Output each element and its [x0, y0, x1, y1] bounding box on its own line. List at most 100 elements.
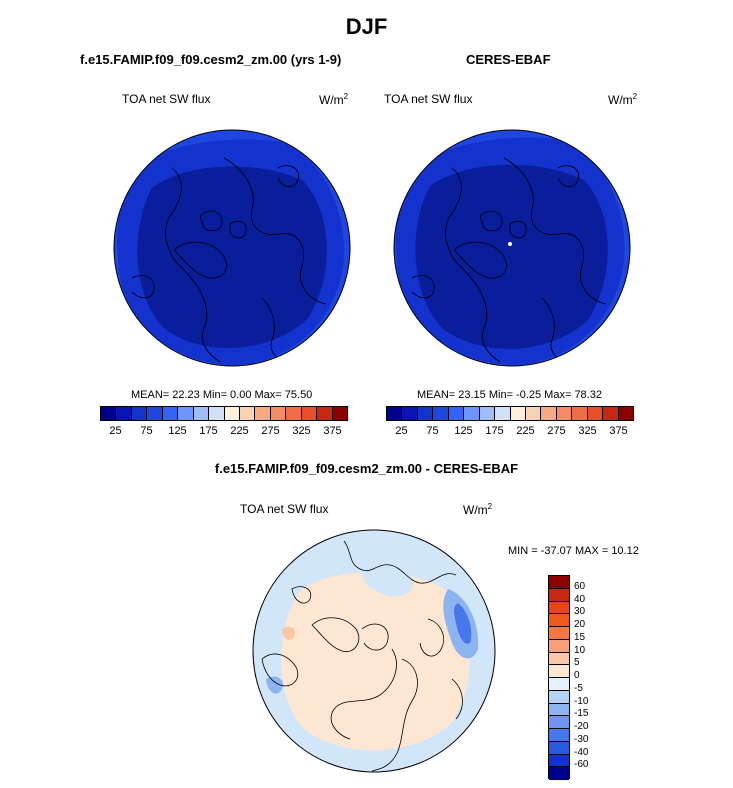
- panel2-colorbar-tick-label: 125: [454, 425, 473, 437]
- panel1-colorbar-tick-label: 75: [140, 425, 153, 437]
- panel2-colorbar-swatch: [603, 407, 619, 420]
- panel1-colorbar-tick-label: 325: [292, 425, 311, 437]
- panel1-colorbar: [100, 406, 348, 421]
- panel2-colorbar-ticks: 25 75 125 175 225 275 325 375: [386, 425, 634, 439]
- panel2-variable-label: TOA net SW flux: [384, 92, 473, 106]
- panel1-colorbar-tick-label: 375: [323, 425, 342, 437]
- panel2-colorbar-tick-label: 375: [609, 425, 628, 437]
- panel2-colorbar-swatch: [541, 407, 557, 420]
- panel2-colorbar-swatch: [495, 407, 511, 420]
- panel1-colorbar-swatch: [101, 407, 117, 420]
- panel2-field-pole: [415, 164, 608, 349]
- panel3-colorbar-ticks: 60 40 30 20 15 10 5 0 -5 -10 -15 -20 -30 -40 -60: [574, 575, 614, 779]
- panel3-units-label: W/m2: [463, 502, 493, 517]
- panel1-colorbar-tick-label: 125: [168, 425, 187, 437]
- panel2-colorbar-swatch: [479, 407, 496, 420]
- panel3-colorbar-swatch: [549, 703, 569, 717]
- panel3-colorbar-tick-label: 20: [574, 619, 586, 630]
- panel3-colorbar-tick-label: -5: [574, 682, 583, 694]
- panel1-colorbar-swatch: [286, 407, 302, 420]
- panel2-colorbar-swatch: [402, 407, 418, 420]
- panel3-colorbar-swatch: [549, 767, 569, 780]
- panel3-field-positive-patch: [282, 626, 296, 640]
- panel1-colorbar-tick-label: 225: [230, 425, 249, 437]
- panel1-colorbar-swatch: [255, 407, 271, 420]
- panel3-stats: MIN = -37.07 MAX = 10.12: [508, 545, 639, 557]
- panel3-colorbar-swatch: [549, 576, 569, 589]
- panel3-map-border: [252, 529, 496, 773]
- panel3-colorbar-tick-label: -20: [574, 721, 589, 732]
- panel2-colorbar-tick-label: 25: [395, 425, 408, 437]
- panel1-colorbar-swatch: [209, 407, 225, 420]
- panel3-coastlines: [261, 540, 463, 772]
- panel1-field-pole: [137, 166, 327, 349]
- panel2-colorbar-swatch: [448, 407, 465, 420]
- panel3-colorbar-swatch: [549, 614, 569, 627]
- panel2-colorbar-swatch: [387, 407, 403, 420]
- panel3-colorbar-swatch: [549, 729, 569, 742]
- panel2-colorbar-tick-label: 175: [485, 425, 504, 437]
- panel1-variable-label: TOA net SW flux: [122, 92, 211, 106]
- panel1-colorbar-swatch: [301, 407, 318, 420]
- panel3-colorbar-tick-label: -60: [574, 759, 589, 771]
- panel3-colorbar-swatch: [549, 588, 569, 602]
- panel3-colorbar-tick-label: -10: [574, 695, 589, 707]
- panel3-colorbar-tick-label: -40: [574, 746, 589, 758]
- panel3-colorbar-swatch: [549, 690, 569, 704]
- panel3-colorbar-swatch: [549, 678, 569, 691]
- figure-title: DJF: [345, 14, 388, 39]
- panel1-title: f.e15.FAMIP.f09_f09.cesm2_zm.00 (yrs 1-9…: [80, 52, 342, 67]
- panel3-colorbar-swatch: [549, 639, 569, 653]
- panel1-colorbar-swatch: [239, 407, 256, 420]
- panel3-colorbar-tick-label: 60: [574, 580, 586, 592]
- panel2-colorbar: [386, 406, 634, 421]
- panel1-stats: MEAN= 22.23 Min= 0.00 Max= 75.50: [131, 389, 313, 401]
- panel2-colorbar-swatch: [433, 407, 449, 420]
- panel1-colorbar-tick-label: 275: [261, 425, 280, 437]
- panel3-colorbar-swatch: [549, 741, 569, 755]
- panel3-colorbar-swatch: [549, 601, 569, 615]
- panel3-colorbar-swatch: [549, 754, 569, 768]
- panel1-units-label: W/m2: [319, 92, 349, 107]
- panel3-colorbar-tick-label: 0: [574, 670, 580, 681]
- panel2-colorbar-swatch: [525, 407, 542, 420]
- panel1-colorbar-swatch: [131, 407, 148, 420]
- panel1-colorbar-swatch: [193, 407, 210, 420]
- panel1-colorbar-swatch: [147, 407, 163, 420]
- panel3-polar-map: [252, 529, 496, 773]
- panel3-colorbar: [548, 575, 570, 780]
- panel3-colorbar-swatch: [549, 627, 569, 640]
- panel1-colorbar-swatch: [178, 407, 194, 420]
- panel2-colorbar-swatch: [572, 407, 588, 420]
- panel1-colorbar-swatch: [116, 407, 132, 420]
- panel2-colorbar-swatch: [464, 407, 480, 420]
- difference-title: f.e15.FAMIP.f09_f09.cesm2_zm.00 - CERES-…: [214, 461, 519, 476]
- panel2-title: CERES-EBAF: [466, 52, 551, 67]
- panel3-variable-label: TOA net SW flux: [240, 502, 329, 516]
- panel2-colorbar-tick-label: 325: [578, 425, 597, 437]
- panel1-coastlines: [131, 157, 327, 365]
- panel2-stats: MEAN= 23.15 Min= -0.25 Max= 78.32: [417, 389, 602, 401]
- panel3-colorbar-tick-label: 30: [574, 606, 586, 618]
- panel2-units-label: W/m2: [608, 92, 638, 107]
- panel2-colorbar-swatch: [587, 407, 604, 420]
- panel1-colorbar-swatch: [162, 407, 179, 420]
- panel1-colorbar-tick-label: 25: [109, 425, 122, 437]
- panel3-colorbar-tick-label: 5: [574, 657, 580, 669]
- panel3-colorbar-swatch: [549, 716, 569, 729]
- panel2-polar-map: [393, 129, 631, 367]
- panel1-map-border: [113, 129, 351, 367]
- panel3-colorbar-tick-label: 10: [574, 644, 586, 656]
- panel2-colorbar-tick-label: 75: [426, 425, 439, 437]
- panel3-field-mid-blue-small: [266, 676, 283, 694]
- panel1-colorbar-swatch: [317, 407, 333, 420]
- panel3-colorbar-tick-label: -15: [574, 708, 589, 720]
- panel2-colorbar-swatch: [417, 407, 434, 420]
- panel3-colorbar-tick-label: 40: [574, 593, 586, 605]
- panel2-colorbar-tick-label: 225: [516, 425, 535, 437]
- panel2-colorbar-swatch: [556, 407, 573, 420]
- panel1-colorbar-swatch: [270, 407, 287, 420]
- panel3-colorbar-tick-label: 15: [574, 631, 586, 643]
- panel1-colorbar-swatch: [332, 407, 347, 420]
- panel1-colorbar-ticks: 25 75 125 175 225 275 325 375: [100, 425, 348, 439]
